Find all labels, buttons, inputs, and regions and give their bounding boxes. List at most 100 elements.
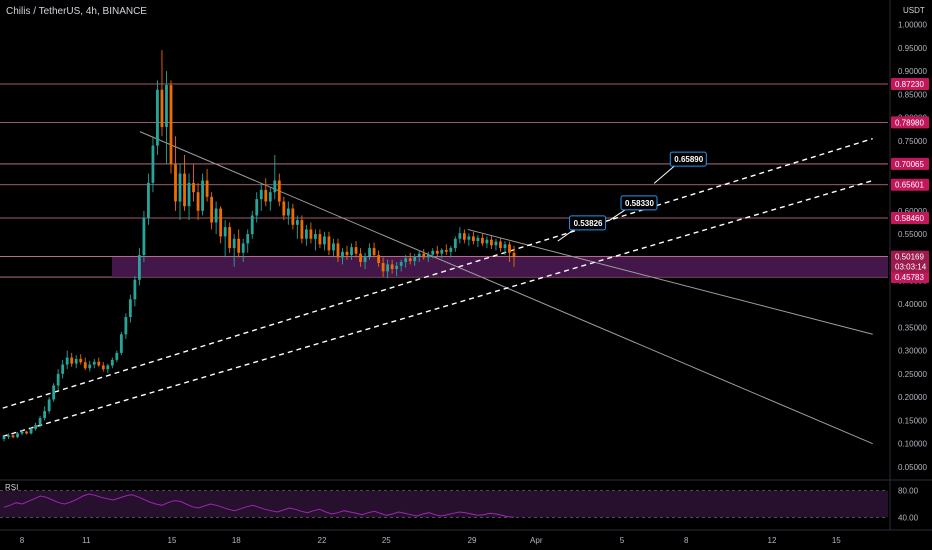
candle-body (422, 253, 426, 258)
time-tick-label: 25 (382, 536, 391, 545)
candle-body (318, 234, 322, 245)
price-axis[interactable]: 0.05000 0.10000 0.15000 0.20000 0.25000 0.300… (889, 0, 929, 530)
candle-body (485, 239, 489, 244)
candle-body (481, 237, 484, 244)
candle-body (56, 373, 60, 386)
price-tick-label: 0.60000 (898, 207, 927, 216)
candle-countdown: 03:03:14 (895, 263, 927, 272)
callout-pointer (608, 209, 626, 222)
candle-body (165, 85, 168, 127)
callout-pointer (557, 229, 574, 242)
candle-body (273, 180, 277, 193)
candle-body (458, 233, 462, 239)
level-price-tag (891, 178, 929, 191)
candle-body (174, 164, 177, 202)
candle-body (169, 85, 173, 165)
price-tick-label: 0.05000 (898, 463, 927, 472)
candle-body (38, 418, 42, 426)
candle-body (43, 411, 47, 419)
candle-body (156, 89, 159, 146)
candle-body (431, 250, 435, 255)
candle-body (61, 364, 65, 374)
time-tick-label: 12 (768, 536, 777, 545)
candle-body (110, 359, 114, 366)
candle-body (147, 182, 150, 218)
candle-body (25, 431, 28, 434)
candle-body (29, 428, 33, 434)
time-tick-label: Apr (530, 536, 543, 545)
candle-body (65, 357, 69, 365)
callout-price-label: 0.58330 (625, 199, 654, 208)
candle-body (264, 189, 268, 202)
price-tick-label: 0.15000 (898, 416, 927, 425)
candle-body (79, 358, 83, 363)
time-tick-label: 18 (232, 536, 241, 545)
candle-body (268, 192, 272, 202)
level-price-label: 0.70065 (895, 160, 924, 169)
candle-body (52, 385, 56, 400)
price-tick-label: 0.20000 (898, 393, 927, 402)
candle-body (11, 435, 15, 438)
candle-body (444, 249, 448, 252)
candlesticks (2, 50, 516, 442)
price-tick-label: 0.30000 (898, 347, 927, 356)
candle-body (92, 361, 96, 365)
price-tick-label: 0.40000 (898, 300, 927, 309)
dashed-channel-line (0, 179, 873, 438)
price-callouts: 0.53826 0.58330 0.65890 (557, 151, 707, 242)
candle-body (363, 256, 367, 263)
time-tick-label: 22 (318, 536, 327, 545)
candle-body (395, 265, 399, 270)
candle-body (7, 435, 10, 437)
candle-body (74, 358, 78, 364)
candle-body (214, 208, 218, 223)
candle-body (70, 357, 74, 364)
candle-body (259, 189, 263, 200)
zone-rect (112, 256, 888, 278)
candle-body (142, 217, 146, 256)
candle-body (404, 258, 408, 263)
price-tick-label: 0.90000 (898, 67, 927, 76)
level-price-tag (891, 116, 929, 129)
candle-body (282, 201, 286, 216)
current-price-label: 0.50169 (895, 253, 924, 262)
candle-body (372, 248, 376, 256)
candle-body (295, 220, 299, 225)
candle-body (449, 248, 453, 252)
candle-body (151, 145, 155, 183)
candle-body (228, 227, 232, 249)
candle-body (219, 208, 223, 237)
level-price-label: 0.58460 (895, 214, 924, 223)
candle-body (426, 254, 430, 258)
candle-body (490, 239, 493, 246)
time-axis[interactable]: 8 11 15 18 22 25 29 Apr 5 8 12 15 (0, 529, 932, 545)
candle-body (309, 229, 313, 239)
candle-body (34, 425, 37, 429)
candle-body (128, 299, 132, 318)
candle-body (381, 262, 385, 272)
candle-body (237, 238, 241, 253)
time-tick-label: 11 (82, 536, 91, 545)
candle-body (178, 173, 182, 202)
level-price-tag (891, 271, 929, 284)
time-tick-label: 5 (620, 536, 625, 545)
rsi-line (3, 493, 515, 518)
candle-body (20, 431, 24, 434)
candle-body (124, 317, 128, 335)
candle-body (494, 241, 498, 246)
price-tick-label: 0.10000 (898, 440, 927, 449)
candle-body (304, 229, 308, 239)
candle-body (196, 192, 200, 211)
callout-pointer (653, 165, 675, 184)
rsi-pane: 80.00 40.00 (0, 479, 932, 522)
candle-body (115, 352, 119, 360)
candle-body (399, 262, 403, 266)
candle-body (453, 238, 457, 249)
callout-box (669, 151, 707, 167)
support-zone (0, 256, 888, 278)
candle-body (133, 279, 137, 300)
candle-body (350, 247, 353, 256)
level-price-tag (891, 211, 929, 224)
candle-body (97, 361, 101, 366)
